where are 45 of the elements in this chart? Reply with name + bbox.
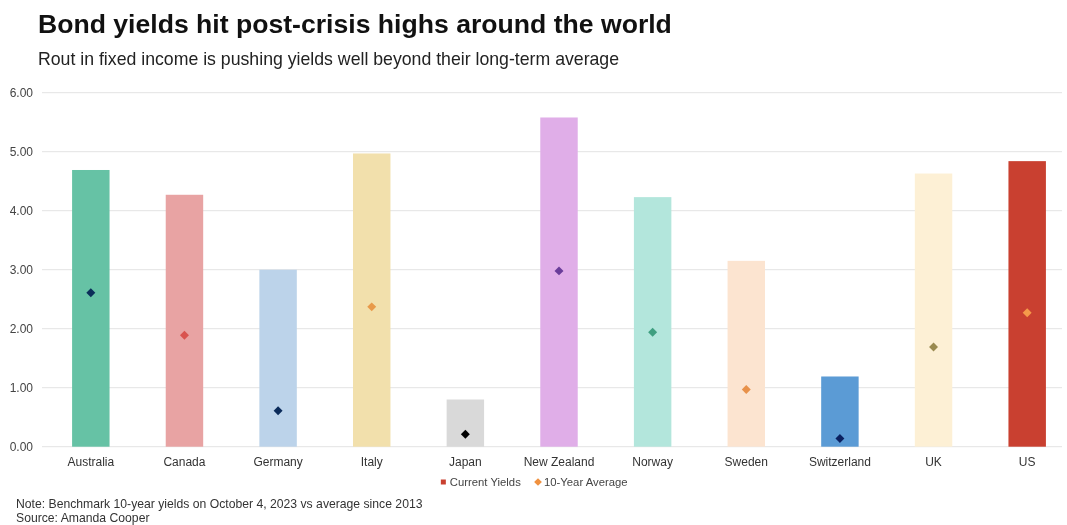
- x-tick-label: Sweden: [724, 455, 768, 469]
- x-tick-label: Germany: [253, 455, 303, 469]
- bar: [633, 197, 672, 447]
- point: [273, 406, 283, 416]
- bar: [165, 194, 204, 447]
- point: [367, 302, 377, 312]
- bar: [353, 153, 391, 447]
- y-tick-label: 1.00: [9, 380, 34, 395]
- point: [1022, 308, 1032, 318]
- y-tick-label: 6.00: [9, 85, 34, 100]
- x-tick-label: New Zealand: [523, 455, 595, 469]
- point: [835, 433, 845, 443]
- point: [741, 385, 751, 394]
- x-tick-label: Australia: [67, 455, 115, 469]
- x-tick-label: Italy: [360, 455, 383, 469]
- source-note: Source: Amanda Cooper: [16, 510, 150, 525]
- point: [179, 330, 189, 340]
- chart-subtitle: Rout in fixed income is pushing yields well beyond their long-term average: [38, 49, 620, 69]
- x-tick-label: Switzerland: [808, 455, 871, 469]
- chart-title: Bond yields hit post-crisis highs around the world: [38, 9, 672, 39]
- point: [929, 342, 939, 352]
- y-tick-label: 3.00: [9, 262, 34, 277]
- x-tick-label: Japan: [449, 455, 482, 469]
- y-tick-label: 0.00: [9, 439, 34, 454]
- x-tick-label: UK: [925, 455, 942, 469]
- bar: [540, 117, 578, 447]
- x-tick-label: US: [1018, 455, 1036, 469]
- bar: [259, 269, 297, 447]
- bar: [727, 260, 765, 447]
- x-tick-label: Norway: [632, 455, 673, 469]
- bar: [1008, 161, 1046, 447]
- point: [86, 288, 96, 298]
- point: [648, 327, 658, 337]
- point: [460, 429, 470, 439]
- bar: [72, 169, 110, 447]
- y-tick-label: 2.00: [9, 321, 34, 336]
- text: Note: Benchmark 10-year yields on October 4, 2023 vs average since 2013: [16, 497, 423, 511]
- legend-label: 10-Year Average: [544, 475, 628, 488]
- point: [554, 266, 564, 276]
- bar: [821, 376, 859, 447]
- y-tick-label: 4.00: [9, 203, 34, 218]
- x-tick-label: Canada: [163, 455, 206, 469]
- y-tick-label: 5.00: [9, 144, 34, 159]
- bar: [914, 173, 953, 447]
- legend-label: Current Yields: [449, 475, 522, 488]
